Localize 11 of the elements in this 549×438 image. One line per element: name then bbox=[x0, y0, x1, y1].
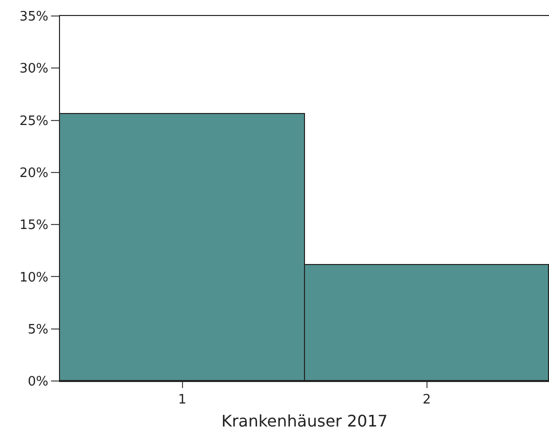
x-tick-label: 1 bbox=[178, 392, 186, 408]
x-axis-title: Krankenhäuser 2017 bbox=[221, 411, 388, 430]
y-tick-label: 0% bbox=[28, 374, 48, 390]
y-tick-label: 35% bbox=[19, 10, 48, 25]
y-tick-label: 20% bbox=[19, 166, 48, 181]
x-tick-label: 2 bbox=[422, 392, 431, 408]
y-tick-label: 25% bbox=[19, 114, 48, 129]
y-tick-label: 30% bbox=[19, 62, 48, 77]
y-tick-label: 15% bbox=[19, 218, 48, 234]
y-tick-label: 10% bbox=[19, 270, 48, 286]
y-tick-label: 5% bbox=[28, 322, 48, 338]
